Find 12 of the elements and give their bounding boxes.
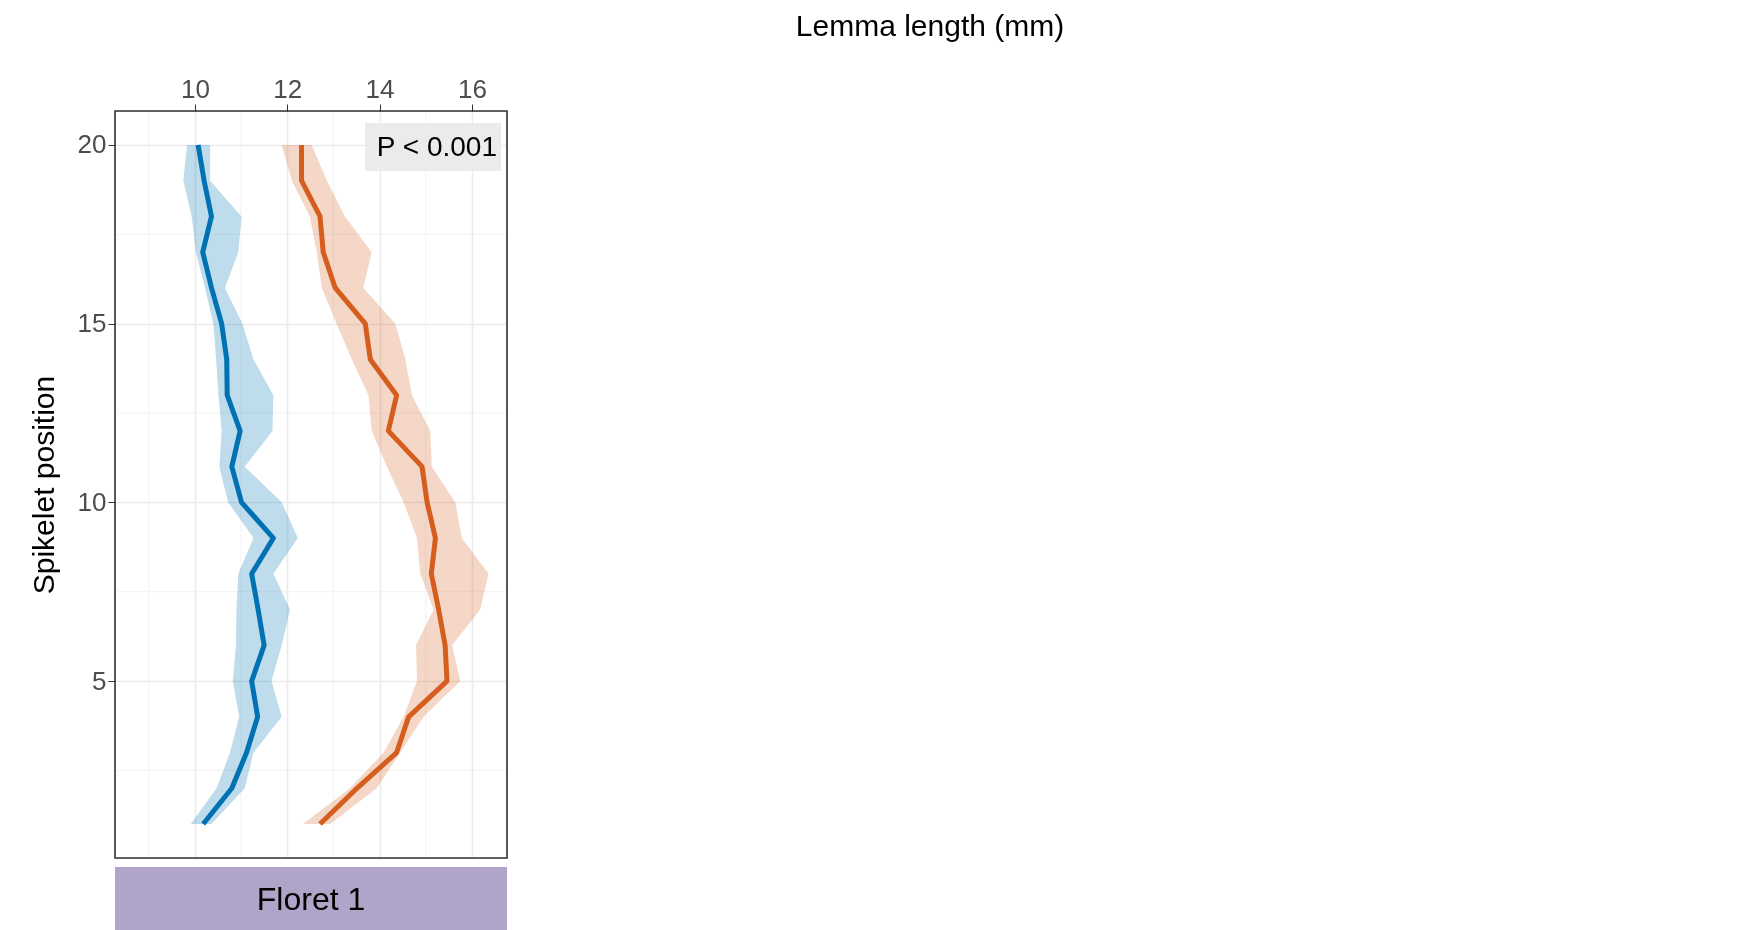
text: Floret 1 [256,881,366,917]
y-tick-label: 5 [92,665,107,696]
x-tick-label: 10 [180,73,210,104]
x-tick-label: 14 [365,73,395,104]
y-tick-label: 20 [77,129,107,160]
x-tick-label: 16 [457,73,487,104]
x-tick-label: 12 [273,73,303,104]
annotation: P < 0.001 [376,131,497,162]
y-axis-title: Spikelet position [26,375,60,595]
y-tick-label: 10 [77,486,107,517]
y-tick-label: 15 [77,308,107,339]
text: Lemma length (mm) [795,9,1065,42]
